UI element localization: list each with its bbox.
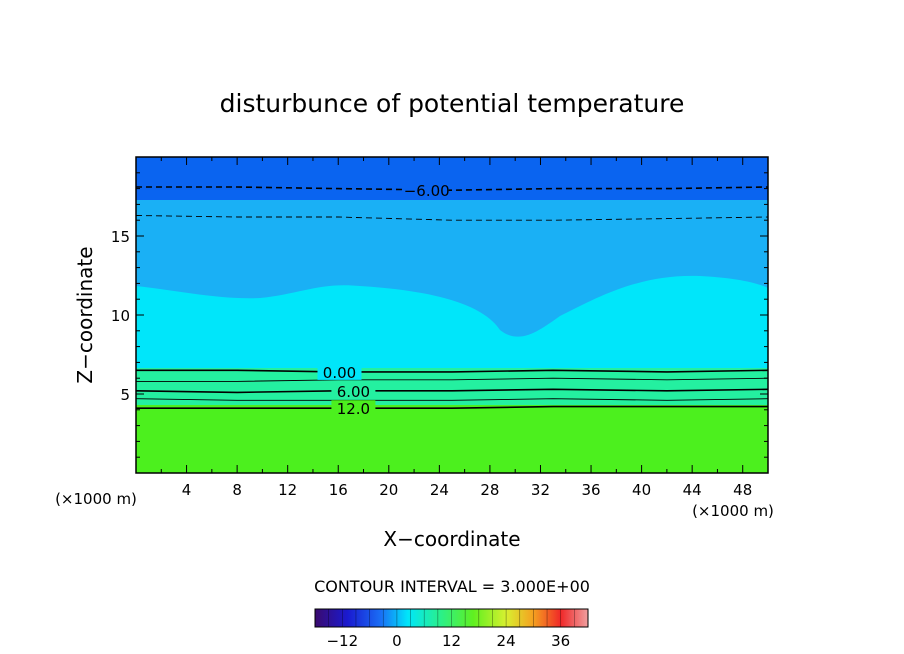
contour-label: −6.00 (404, 182, 450, 200)
colorbar-tick-label: 24 (497, 632, 516, 650)
contour-line (136, 215, 768, 221)
x-tick-label: 24 (430, 481, 449, 499)
contour-interval-label: CONTOUR INTERVAL = 3.000E+00 (314, 577, 590, 596)
contour-line (136, 405, 768, 410)
chart-title: disturbunce of potential temperature (220, 89, 685, 118)
field-fill (136, 157, 768, 473)
contour-lines (136, 186, 768, 410)
contour-line (136, 388, 768, 394)
x-unit-left: (×1000 m) (55, 490, 137, 508)
contour-line (136, 398, 768, 401)
x-tick-label: 4 (182, 481, 192, 499)
x-tick-label: 40 (632, 481, 651, 499)
band-lower (136, 405, 768, 473)
contour-line (136, 369, 768, 373)
contour-label-bg (331, 382, 376, 399)
y-tick-label: 10 (111, 307, 130, 325)
colorbar-tick-label: 12 (442, 632, 461, 650)
colorbar-tick-label: −12 (326, 632, 358, 650)
x-axis-ticks: 4 8 12 16 20 24 28 32 36 40 44 48 (160, 157, 752, 499)
colorbar-tick-label: 0 (392, 632, 402, 650)
y-tick-label: 5 (120, 386, 130, 404)
band-mid (136, 275, 768, 370)
x-axis-label: X−coordinate (383, 527, 520, 551)
x-tick-label: 12 (278, 481, 297, 499)
y-tick-label: 15 (111, 228, 130, 246)
x-tick-label: 44 (683, 481, 702, 499)
band-transition (136, 368, 768, 410)
colorbar-ticks: −12 0 12 24 36 (326, 609, 575, 650)
x-unit-right: (×1000 m) (692, 502, 774, 520)
contour-label-bg (317, 363, 362, 380)
contour-line (136, 377, 768, 382)
x-tick-label: 36 (581, 481, 600, 499)
x-tick-label: 8 (232, 481, 242, 499)
colorbar-tick-label: 36 (551, 632, 570, 650)
contour-label: 6.00 (337, 383, 370, 401)
contour-label-bg (331, 400, 376, 417)
contour-label: 12.0 (337, 400, 370, 418)
x-tick-label: 16 (329, 481, 348, 499)
y-axis-label: Z−coordinate (73, 246, 97, 383)
x-tick-label: 32 (531, 481, 550, 499)
x-tick-label: 20 (379, 481, 398, 499)
contour-line (136, 186, 768, 192)
x-tick-label: 28 (480, 481, 499, 499)
contour-label-bg (404, 181, 449, 198)
y-axis-ticks: 5 10 15 (111, 172, 768, 458)
contour-label: 0.00 (323, 364, 356, 382)
x-tick-label: 48 (733, 481, 752, 499)
